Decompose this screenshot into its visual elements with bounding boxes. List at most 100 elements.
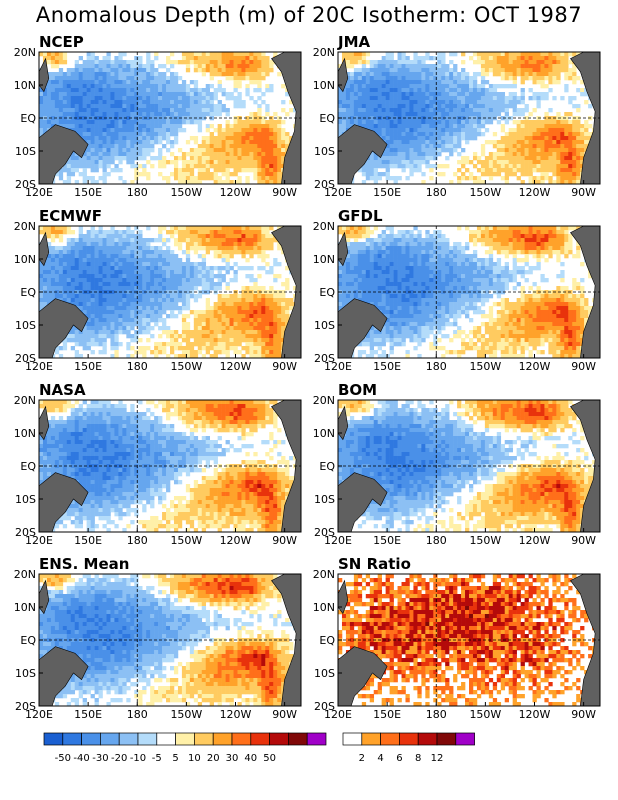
field-cell — [261, 330, 266, 335]
field-cell — [377, 96, 382, 101]
field-cell — [576, 128, 581, 133]
field-cell — [516, 100, 521, 105]
field-cell — [281, 144, 286, 149]
field-cell — [106, 128, 111, 133]
field-cell — [110, 294, 115, 299]
field-cell — [122, 120, 127, 125]
field-cell — [102, 310, 107, 315]
field-cell — [409, 92, 414, 97]
field-cell — [42, 262, 48, 267]
field-cell — [241, 168, 246, 173]
field-cell — [66, 278, 72, 283]
field-cell — [126, 152, 131, 157]
field-cell — [249, 68, 254, 73]
field-cell — [338, 112, 343, 117]
field-cell — [237, 168, 242, 173]
field-cell — [548, 164, 553, 169]
field-cell — [361, 68, 367, 73]
field-cell — [90, 266, 95, 271]
field-cell — [213, 136, 218, 141]
field-cell — [492, 156, 498, 161]
field-cell — [58, 100, 64, 105]
field-cell — [233, 52, 238, 57]
field-cell — [130, 68, 135, 73]
field-cell — [377, 108, 382, 113]
field-cell — [170, 290, 175, 295]
field-cell — [150, 270, 155, 275]
field-cell — [257, 72, 262, 77]
field-cell — [273, 152, 278, 157]
field-cell — [425, 132, 430, 137]
field-cell — [86, 274, 91, 279]
field-cell — [142, 148, 147, 153]
field-cell — [217, 164, 222, 169]
field-cell — [154, 68, 159, 73]
field-cell — [229, 230, 234, 235]
field-cell — [66, 120, 72, 125]
field-cell — [181, 238, 187, 243]
field-cell — [488, 156, 494, 161]
field-cell — [150, 104, 155, 109]
field-cell — [197, 156, 203, 161]
field-cell — [46, 108, 52, 113]
field-cell — [54, 104, 60, 109]
field-cell — [253, 330, 258, 335]
field-cell — [158, 310, 163, 315]
field-cell — [58, 104, 64, 109]
field-cell — [82, 326, 87, 331]
field-cell — [102, 180, 107, 185]
y-tick-label: EQ — [20, 112, 36, 125]
field-cell — [185, 322, 191, 327]
field-cell — [70, 92, 76, 97]
field-cell — [285, 266, 290, 271]
field-cell — [397, 92, 402, 97]
field-cell — [401, 100, 406, 105]
field-cell — [225, 64, 230, 69]
field-cell — [233, 128, 238, 133]
field-cell — [118, 176, 123, 181]
field-cell — [78, 250, 83, 255]
field-cell — [158, 298, 163, 303]
field-cell — [106, 144, 111, 149]
field-cell — [162, 92, 167, 97]
field-cell — [381, 112, 386, 117]
field-cell — [130, 314, 135, 319]
field-cell — [273, 278, 278, 283]
field-cell — [405, 124, 410, 129]
field-cell — [201, 254, 207, 259]
field-cell — [277, 274, 282, 279]
field-cell — [552, 152, 557, 157]
field-cell — [126, 120, 131, 125]
field-cell — [102, 84, 107, 89]
field-cell — [50, 246, 56, 251]
field-cell — [217, 306, 222, 311]
field-cell — [241, 314, 246, 319]
field-cell — [480, 56, 486, 61]
field-cell — [548, 124, 553, 129]
field-cell — [273, 140, 278, 145]
field-cell — [166, 76, 171, 81]
field-cell — [213, 246, 218, 251]
field-cell — [205, 306, 210, 311]
field-cell — [273, 132, 278, 137]
field-cell — [39, 92, 44, 97]
field-cell — [162, 282, 167, 287]
field-cell — [572, 144, 577, 149]
field-cell — [86, 88, 91, 93]
field-cell — [39, 302, 44, 307]
field-cell — [421, 80, 426, 85]
field-cell — [345, 96, 351, 101]
field-cell — [189, 52, 195, 57]
field-cell — [433, 164, 438, 169]
field-cell — [118, 254, 123, 259]
field-cell — [397, 140, 402, 145]
field-cell — [285, 136, 290, 141]
field-cell — [225, 302, 230, 307]
field-cell — [377, 172, 382, 177]
field-cell — [217, 274, 222, 279]
field-cell — [381, 152, 386, 157]
field-cell — [126, 76, 131, 81]
field-cell — [138, 172, 143, 177]
field-cell — [185, 262, 191, 267]
field-cell — [265, 294, 270, 299]
